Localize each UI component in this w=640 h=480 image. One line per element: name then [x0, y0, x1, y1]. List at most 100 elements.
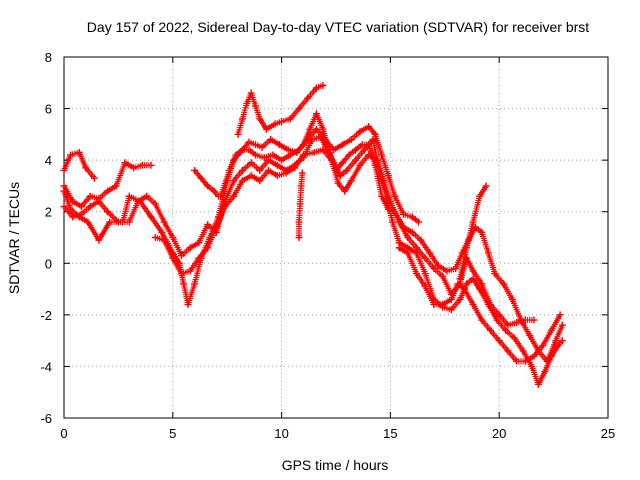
data-point: [417, 236, 425, 244]
data-point: [304, 94, 312, 102]
data-point: [67, 151, 75, 159]
data-point: [478, 228, 486, 236]
data-point: [513, 357, 521, 365]
data-point: [356, 161, 364, 169]
data-point: [486, 326, 494, 334]
data-point: [334, 179, 342, 187]
data-point: [256, 166, 264, 174]
data-point: [104, 187, 112, 195]
data-point: [60, 182, 68, 190]
data-point: [269, 151, 277, 159]
data-point: [191, 280, 199, 288]
data-point: [282, 169, 290, 177]
data-point: [247, 172, 255, 180]
y-axis-label: SDTVAR / TECUs: [6, 182, 22, 294]
data-point: [547, 326, 555, 334]
x-tick-labels: 0 5 10 15 20 25: [60, 426, 615, 441]
data-point: [86, 203, 94, 211]
data-point: [295, 218, 303, 226]
data-point: [69, 213, 77, 221]
data-point: [238, 177, 246, 185]
data-point: [130, 164, 138, 172]
data-point: [521, 316, 529, 324]
series-track-8: [217, 123, 423, 226]
data-point: [454, 280, 462, 288]
data-point: [539, 342, 547, 350]
data-point: [478, 316, 486, 324]
data-point: [125, 218, 133, 226]
data-point: [430, 301, 438, 309]
y-tick-label: 0: [45, 256, 52, 271]
y-tick-label: 6: [45, 102, 52, 117]
series-track-7: [234, 81, 327, 138]
data-point: [469, 301, 477, 309]
data-point: [204, 182, 212, 190]
data-point: [395, 244, 403, 252]
data-point: [519, 347, 527, 355]
data-point: [195, 239, 203, 247]
data-point: [284, 146, 292, 154]
data-point: [312, 125, 320, 133]
data-point: [482, 182, 490, 190]
data-point: [421, 270, 429, 278]
data-point: [143, 192, 151, 200]
data-point: [295, 146, 303, 154]
data-point: [521, 357, 529, 365]
data-point: [389, 218, 397, 226]
data-point: [186, 244, 194, 252]
data-point: [352, 156, 360, 164]
data-point: [413, 244, 421, 252]
data-point: [495, 311, 503, 319]
data-point: [373, 156, 381, 164]
data-point: [95, 236, 103, 244]
data-point: [358, 141, 366, 149]
data-point: [291, 164, 299, 172]
data-point: [191, 166, 199, 174]
data-point: [439, 272, 447, 280]
x-axis-label: GPS time / hours: [282, 457, 389, 473]
data-point: [408, 213, 416, 221]
data-point: [347, 136, 355, 144]
data-point: [299, 151, 307, 159]
data-point: [439, 301, 447, 309]
data-point: [478, 280, 486, 288]
series-track-5: [151, 146, 538, 329]
data-point: [328, 156, 336, 164]
data-point: [500, 280, 508, 288]
data-point: [238, 146, 246, 154]
data-point: [386, 197, 394, 205]
data-point: [158, 228, 166, 236]
series-track-10: [395, 244, 564, 365]
data-point: [463, 244, 471, 252]
data-point: [319, 146, 327, 154]
data-point: [443, 267, 451, 275]
data-point: [251, 141, 259, 149]
data-point: [256, 177, 264, 185]
data-point: [369, 136, 377, 144]
y-tick-label: 8: [45, 50, 52, 65]
data-point: [421, 254, 429, 262]
data-point: [251, 102, 259, 110]
data-point: [245, 138, 253, 146]
data-point: [86, 192, 94, 200]
data-point: [178, 270, 186, 278]
data-point: [513, 319, 521, 327]
data-point: [232, 151, 240, 159]
data-point: [304, 136, 312, 144]
data-point: [134, 197, 142, 205]
data-point: [286, 151, 294, 159]
data-point: [90, 174, 98, 182]
data-point: [404, 249, 412, 257]
data-point: [262, 125, 270, 133]
grid-lines: [64, 57, 608, 418]
axis-ticks: [63, 56, 609, 419]
data-point: [452, 264, 460, 272]
data-point: [243, 99, 251, 107]
x-tick-label: 20: [492, 426, 506, 441]
data-point: [352, 146, 360, 154]
data-point: [415, 218, 423, 226]
data-point: [384, 172, 392, 180]
data-point: [60, 203, 68, 211]
data-point: [298, 169, 306, 177]
